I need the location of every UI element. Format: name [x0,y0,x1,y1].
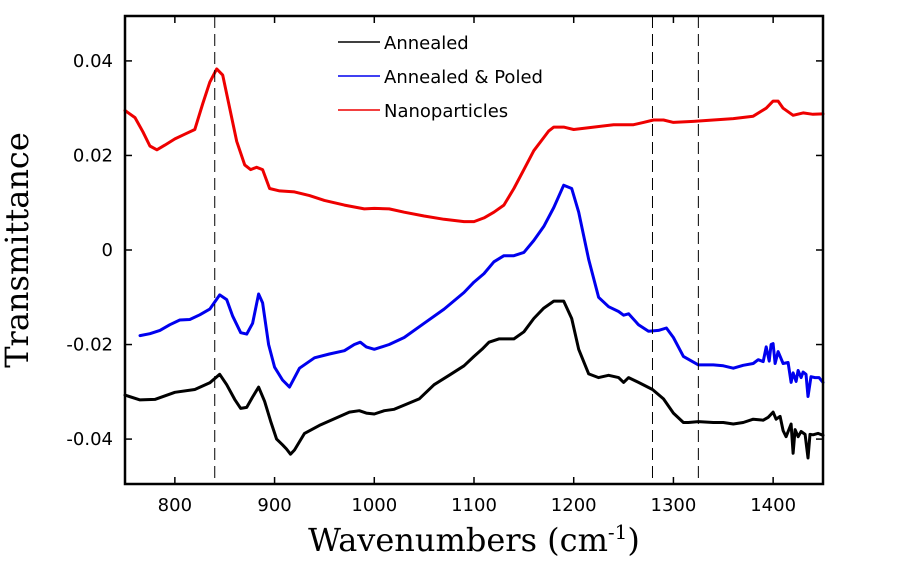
legend-label: Nanoparticles [384,101,508,122]
legend-label: Annealed & Poled [384,67,543,88]
x-axis-title-main: Wavenumbers (cm [308,521,608,559]
x-tick-label: 1200 [551,495,597,516]
y-tick-label: 0.02 [73,145,113,166]
x-tick-label: 800 [158,495,192,516]
series-line-annealed [123,299,825,460]
x-tick-label: 1400 [750,495,796,516]
x-axis-ticks: 800 900 1000 1100 1200 1300 1400 [158,16,796,516]
series-line-nanoparticles [123,67,825,224]
y-axis-ticks: 0.04 0.02 0 -0.02 -0.04 [66,51,823,450]
legend: Annealed Annealed & Poled Nanoparticles [338,33,543,122]
y-axis-title: Transmittance [0,132,36,368]
y-tick-label: -0.04 [66,429,113,450]
x-axis-title: Wavenumbers (cm-1) [308,520,640,559]
y-tick-label: 0.04 [73,51,113,72]
series-line-annealed-poled [138,183,825,398]
x-tick-label: 900 [257,495,291,516]
y-tick-label: 0 [102,240,113,261]
legend-label: Annealed [384,33,469,54]
x-axis-title-close: ) [627,521,639,559]
x-axis-title-exponent: -1 [608,520,627,544]
reference-lines [214,16,699,484]
y-tick-label: -0.02 [66,335,113,356]
x-tick-label: 1000 [351,495,397,516]
x-tick-label: 1100 [451,495,497,516]
series-layer [123,67,825,460]
x-tick-label: 1300 [651,495,697,516]
